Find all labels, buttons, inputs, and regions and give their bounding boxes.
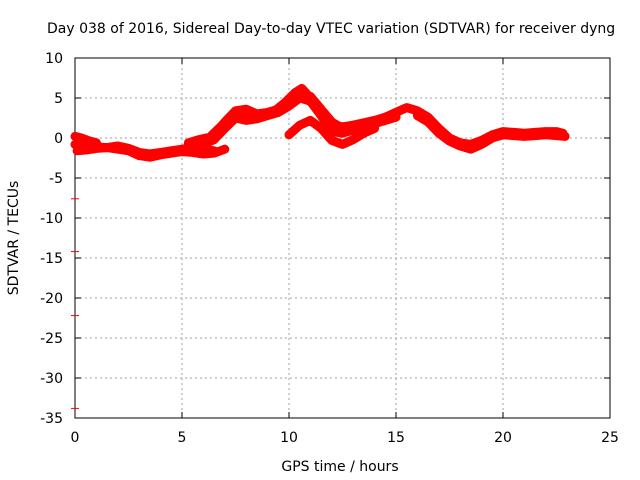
- x-tick-label: 5: [178, 430, 187, 446]
- data-series: [70, 83, 570, 162]
- y-tick-label: -30: [40, 371, 63, 387]
- y-tick-label: 0: [54, 131, 63, 147]
- y-axis-label: SDTVAR / TECUs: [6, 181, 22, 296]
- y-tick-label: 5: [54, 91, 63, 107]
- y-tick-label: -10: [40, 211, 63, 227]
- series-line-satellite-track-6: [209, 88, 347, 141]
- series-line-satellite-track-7: [284, 115, 380, 149]
- plot-frame: [74, 57, 611, 419]
- y-tick-label: -35: [40, 411, 63, 427]
- y-axis-ticks: 10 5 0 -5 -10 -15 -20 -25 -30 -35: [40, 51, 610, 427]
- y-tick-label: -5: [49, 171, 63, 187]
- y-tick-label: -20: [40, 291, 63, 307]
- series-line-satellite-track-3: [70, 131, 101, 148]
- x-axis-ticks: 0 5 10 15 20 25: [71, 58, 619, 446]
- x-tick-label: 0: [71, 430, 80, 446]
- series-line-satellite-track-9: [412, 111, 570, 154]
- x-tick-label: 25: [601, 430, 619, 446]
- x-tick-label: 15: [387, 430, 405, 446]
- y-tick-label: -25: [40, 331, 63, 347]
- x-axis-label: GPS time / hours: [281, 459, 398, 475]
- chart-title: Day 038 of 2016, Sidereal Day-to-day VTE…: [47, 21, 615, 37]
- series-line-satellite-track-2: [72, 143, 230, 162]
- x-tick-label: 20: [494, 430, 512, 446]
- y-tick-label: -15: [40, 251, 63, 267]
- outlier-markers: [71, 198, 79, 409]
- x-tick-label: 10: [280, 430, 298, 446]
- y-tick-label: 10: [45, 51, 63, 67]
